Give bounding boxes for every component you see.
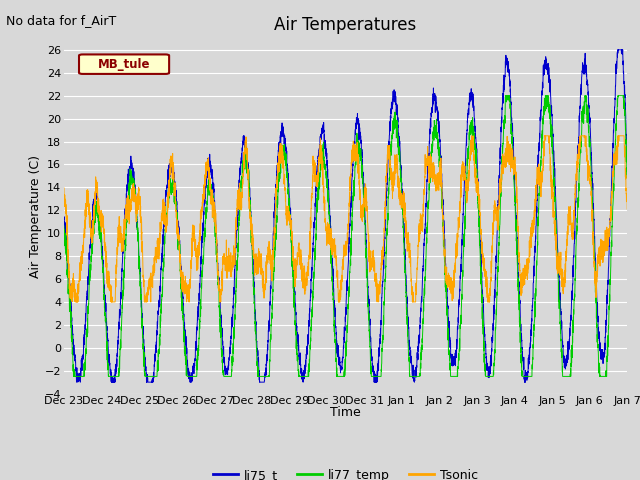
Text: No data for f_AirT: No data for f_AirT <box>6 14 116 27</box>
Title: Air Temperatures: Air Temperatures <box>275 16 417 34</box>
X-axis label: Time: Time <box>330 407 361 420</box>
FancyBboxPatch shape <box>79 54 169 74</box>
Text: MB_tule: MB_tule <box>98 58 150 71</box>
Legend: li75_t, li77_temp, Tsonic: li75_t, li77_temp, Tsonic <box>208 464 483 480</box>
Y-axis label: Air Temperature (C): Air Temperature (C) <box>29 155 42 277</box>
